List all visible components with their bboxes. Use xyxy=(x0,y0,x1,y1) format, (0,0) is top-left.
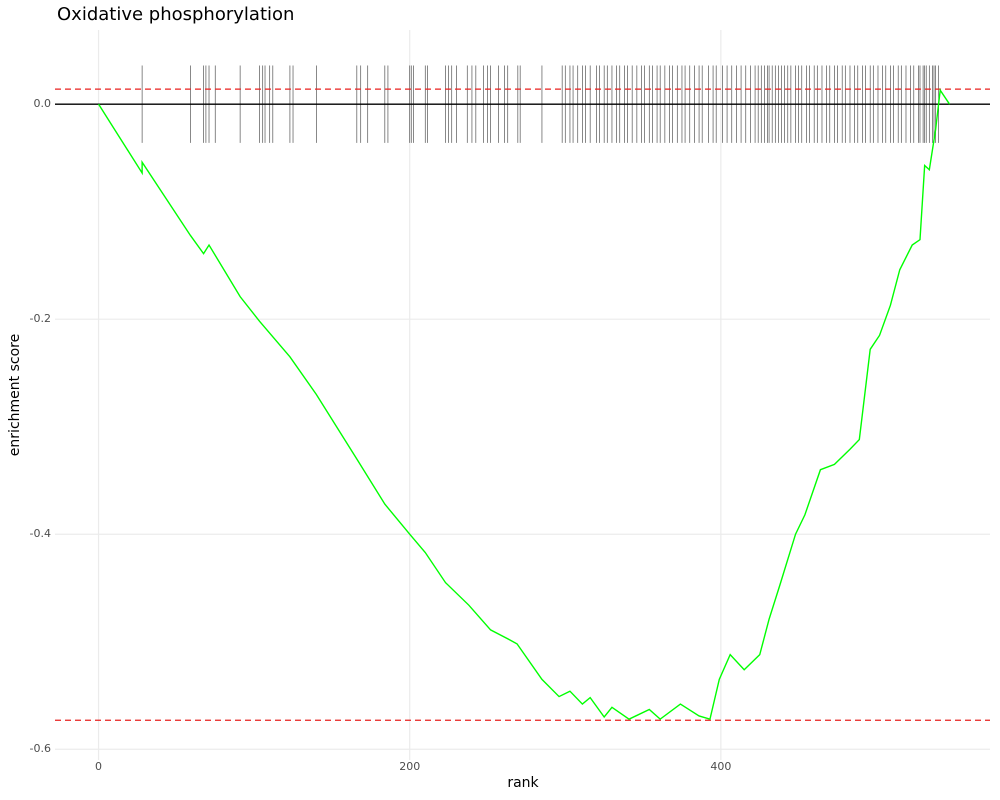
x-tick-label: 400 xyxy=(710,760,731,773)
enrichment-curve xyxy=(97,88,951,721)
chart-title: Oxidative phosphorylation xyxy=(57,4,294,25)
y-tick-label: -0.4 xyxy=(30,527,51,540)
y-tick-label: -0.2 xyxy=(30,312,51,325)
x-tick-label: 200 xyxy=(399,760,420,773)
y-tick-label: 0.0 xyxy=(34,97,52,110)
x-axis-label: rank xyxy=(507,775,539,791)
y-tick-label: -0.6 xyxy=(30,742,51,755)
y-axis-label: enrichment score xyxy=(7,334,23,456)
x-tick-label: 0 xyxy=(95,760,102,773)
